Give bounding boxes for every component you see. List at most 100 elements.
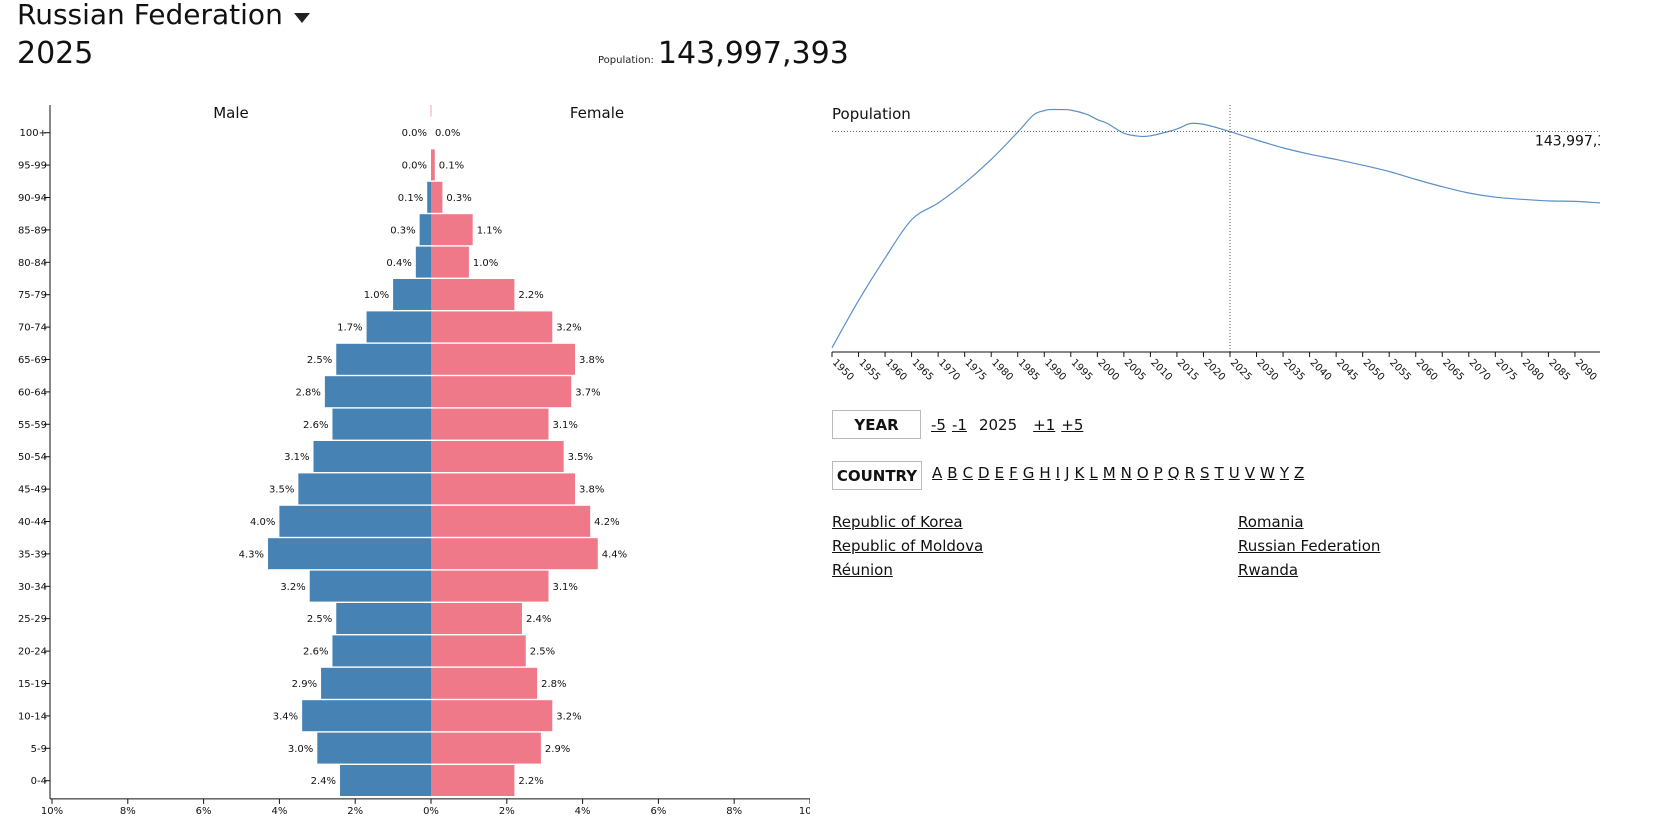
male-value-label: 0.1% [398, 193, 423, 204]
letter-link-f[interactable]: F [1009, 463, 1018, 482]
male-value-label: 2.9% [292, 679, 317, 690]
male-bar [427, 181, 431, 213]
age-group-label: 65-69 [18, 355, 47, 366]
male-bar [332, 408, 431, 440]
letter-link-q[interactable]: Q [1167, 463, 1180, 482]
female-value-label: 1.1% [477, 225, 502, 236]
letter-link-w[interactable]: W [1259, 463, 1275, 482]
population-readout: Population: 143,997,393 [598, 36, 849, 71]
letter-link-m[interactable]: M [1102, 463, 1116, 482]
letter-link-l[interactable]: L [1089, 463, 1098, 482]
year-button[interactable]: YEAR [832, 410, 921, 439]
year-current: 2025 [978, 415, 1018, 434]
current-value-label: 143,997,393 [1535, 134, 1600, 150]
letter-link-v[interactable]: V [1244, 463, 1255, 482]
trend-x-tick-label: 2070 [1467, 357, 1493, 380]
letter-link-n[interactable]: N [1120, 463, 1132, 482]
year-plus-1-link[interactable]: +1 [1033, 415, 1056, 434]
male-value-label: 1.0% [364, 290, 389, 301]
female-bar [431, 505, 591, 537]
letter-link-r[interactable]: R [1184, 463, 1196, 482]
female-bar [431, 311, 553, 343]
female-bar [431, 441, 564, 472]
letter-link-k[interactable]: K [1074, 463, 1085, 482]
country-button[interactable]: COUNTRY [832, 461, 922, 490]
age-group-label: 50-54 [18, 452, 47, 463]
year-title: 2025 [17, 36, 94, 71]
x-tick-label: 10% [799, 806, 810, 817]
female-value-label: 2.4% [526, 614, 551, 625]
female-bar [431, 538, 598, 570]
trend-x-tick-label: 2085 [1546, 357, 1572, 380]
letter-link-u[interactable]: U [1228, 463, 1240, 482]
letter-link-s[interactable]: S [1200, 463, 1210, 482]
letter-link-z[interactable]: Z [1293, 463, 1305, 482]
female-bar [431, 570, 549, 602]
population-label: Population: [598, 55, 654, 66]
male-title: Male [213, 104, 249, 122]
age-group-label: 20-24 [18, 647, 47, 658]
trend-x-tick-label: 2075 [1493, 357, 1519, 380]
age-group-label: 40-44 [18, 517, 47, 528]
country-link[interactable]: Republic of Korea [832, 513, 963, 531]
country-link[interactable]: Republic of Moldova [832, 537, 984, 555]
male-bar [317, 732, 431, 764]
x-tick-label: 6% [650, 806, 666, 817]
male-value-label: 0.3% [390, 225, 415, 236]
population-value: 143,997,393 [657, 36, 849, 71]
male-bar [366, 311, 431, 343]
female-value-label: 2.2% [518, 290, 543, 301]
age-group-label: 60-64 [18, 387, 47, 398]
age-group-label: 85-89 [18, 225, 47, 236]
trend-x-tick-label: 1970 [936, 357, 962, 380]
letter-link-j[interactable]: J [1065, 463, 1070, 482]
letter-link-b[interactable]: B [947, 463, 958, 482]
letter-link-h[interactable]: H [1039, 463, 1051, 482]
female-value-label: 4.4% [602, 549, 627, 560]
year-plus-5-link[interactable]: +5 [1061, 415, 1084, 434]
letter-link-t[interactable]: T [1214, 463, 1224, 482]
letter-link-y[interactable]: Y [1279, 463, 1289, 482]
x-tick-label: 10% [41, 806, 63, 817]
trend-x-tick-label: 2065 [1440, 357, 1466, 380]
country-link[interactable]: Russian Federation [1238, 537, 1381, 555]
letter-link-o[interactable]: O [1136, 463, 1149, 482]
female-bar [431, 473, 576, 505]
country-link[interactable]: Romania [1238, 513, 1304, 531]
male-value-label: 2.5% [307, 614, 332, 625]
letter-link-e[interactable]: E [994, 463, 1005, 482]
country-dropdown[interactable]: Russian Federation [17, 0, 310, 31]
x-tick-label: 6% [196, 806, 212, 817]
country-link[interactable]: Réunion [832, 561, 893, 579]
letter-link-i[interactable]: I [1055, 463, 1061, 482]
female-value-label: 3.1% [552, 420, 577, 431]
letter-link-a[interactable]: A [932, 463, 943, 482]
year-minus-5-link[interactable]: -5 [931, 415, 946, 434]
trend-x-tick-label: 2095 [1599, 357, 1600, 380]
country-link[interactable]: Rwanda [1238, 561, 1299, 579]
x-tick-label: 8% [726, 806, 742, 817]
female-value-label: 3.2% [556, 323, 581, 334]
letter-link-c[interactable]: C [962, 463, 974, 482]
x-tick-label: 4% [271, 806, 287, 817]
male-value-label: 3.4% [273, 711, 298, 722]
age-group-label: 100+ [20, 128, 47, 139]
trend-x-tick-label: 1975 [963, 357, 989, 380]
male-bar [298, 473, 431, 505]
female-value-label: 0.1% [439, 161, 464, 172]
male-value-label: 2.5% [307, 355, 332, 366]
chevron-down-icon[interactable] [293, 12, 310, 23]
male-bar [340, 765, 431, 796]
age-group-label: 90-94 [18, 193, 47, 204]
trend-plot: 143,997,39319501955196019651970197519801… [830, 105, 1600, 380]
trend-x-tick-label: 1980 [989, 357, 1015, 380]
letter-link-d[interactable]: D [978, 463, 990, 482]
female-value-label: 2.8% [541, 679, 566, 690]
letter-link-p[interactable]: P [1153, 463, 1163, 482]
year-minus-1-link[interactable]: -1 [951, 415, 967, 434]
male-value-label: 0.0% [402, 161, 427, 172]
letter-link-g[interactable]: G [1022, 463, 1035, 482]
trend-x-tick-label: 2010 [1148, 357, 1174, 380]
trend-x-tick-label: 1990 [1042, 357, 1068, 380]
